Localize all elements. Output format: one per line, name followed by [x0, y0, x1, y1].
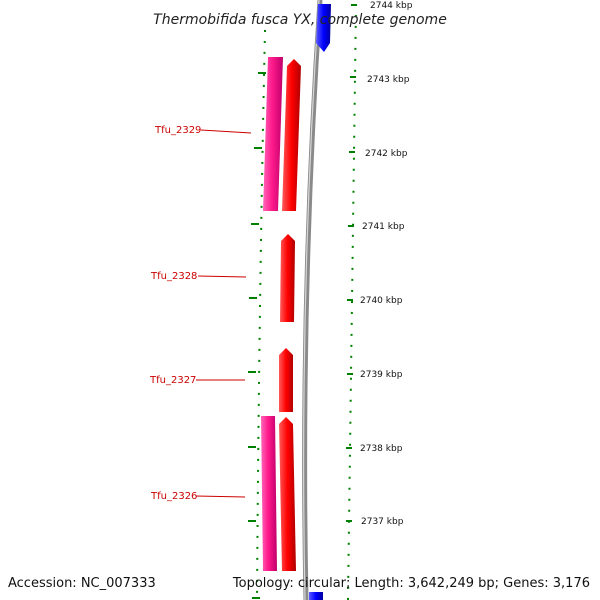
cds-block-tfu-2326: [261, 416, 277, 571]
gene-arrow-tfu-2327: [279, 348, 293, 412]
gene-label-leaders: [195, 129, 252, 498]
kbp-label-2740: 2740 kbp: [360, 296, 403, 306]
kbp-tick-marks: [346, 4, 357, 522]
genome-backbone-highlight: [303, 0, 320, 600]
gene-arrow-tfu-2326: [279, 417, 296, 571]
map-title: Thermobifida fusca YX, complete genome: [153, 12, 447, 28]
gene-label-tfu-2329: Tfu_2329: [154, 125, 201, 136]
gene-arrow-tfu-2329: [282, 59, 301, 211]
gene-label-tfu-2327: Tfu_2327: [149, 375, 196, 386]
inner-tick-marks: [248, 72, 266, 599]
kbp-label-2737: 2737 kbp: [361, 517, 404, 527]
cds-block-tfu-2329: [263, 57, 283, 211]
genome-backbone: [302, 0, 323, 600]
genome-summary-text: Topology: circular; Length: 3,642,249 bp…: [232, 576, 590, 591]
kbp-label-2739: 2739 kbp: [360, 370, 403, 380]
kbp-label-2742: 2742 kbp: [365, 149, 408, 159]
kbp-label-2738: 2738 kbp: [360, 444, 403, 454]
gene-label-tfu-2326: Tfu_2326: [150, 491, 197, 502]
accession-text: Accession: NC_007333: [8, 576, 156, 591]
gene-label-tfu-2328: Tfu_2328: [150, 271, 197, 282]
blue-reverse-gene-bottom: [309, 592, 323, 600]
gene-arrow-tfu-2328: [280, 234, 295, 322]
kbp-label-2743: 2743 kbp: [367, 75, 410, 85]
outer-tick-lane: [347, 3, 357, 600]
kbp-label-2741: 2741 kbp: [362, 222, 405, 232]
kbp-label-2744: 2744 kbp: [370, 1, 413, 11]
blue-reverse-gene-top: [316, 4, 331, 52]
